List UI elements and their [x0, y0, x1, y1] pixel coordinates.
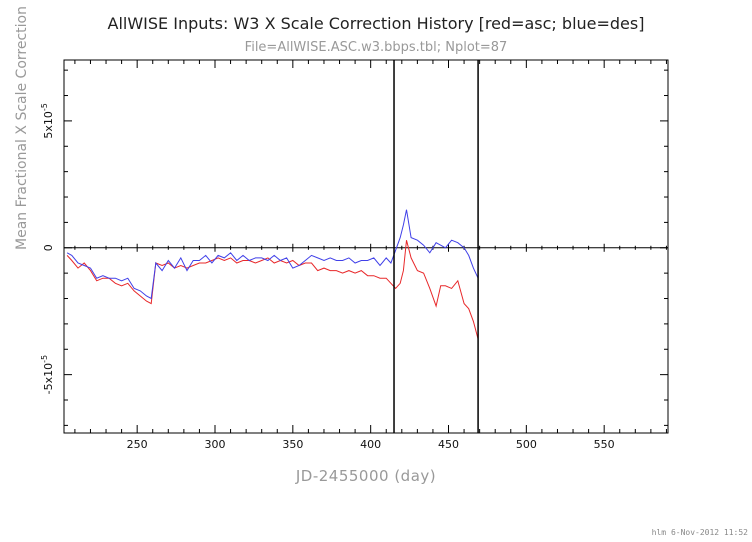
chart-subtitle: File=AllWISE.ASC.w3.bbps.tbl; Nplot=87: [244, 40, 508, 55]
axes: [63, 59, 669, 434]
y-tick-label: 5x10-5: [40, 103, 55, 138]
footer-stamp: hlm 6-Nov-2012 11:52: [651, 528, 748, 537]
plot-frame: [63, 59, 669, 434]
y-tick-label: -5x10-5: [40, 355, 55, 394]
tick-labels: 250 300 350 400 450 500 550 5x10-5 0 -5x10-5: [40, 103, 615, 451]
y-axis-label: Mean Fractional X Scale Correction: [14, 6, 30, 250]
chart-title: AllWISE Inputs: W3 X Scale Correction Hi…: [107, 14, 645, 33]
x-tick-label: 300: [205, 438, 226, 451]
x-tick-label: 400: [360, 438, 381, 451]
x-tick-label: 500: [516, 438, 537, 451]
x-tick-label: 350: [282, 438, 303, 451]
vertical-markers: [393, 60, 479, 433]
x-tick-label: 250: [127, 438, 148, 451]
y-tick-label: 0: [42, 244, 55, 251]
x-tick-label: 550: [594, 438, 615, 451]
series-group: [66, 209, 479, 340]
series-line-des: [66, 209, 479, 300]
x-tick-label: 450: [438, 438, 459, 451]
series-line-asc: [66, 240, 479, 340]
x-axis-label: JD-2455000 (day): [295, 467, 437, 485]
